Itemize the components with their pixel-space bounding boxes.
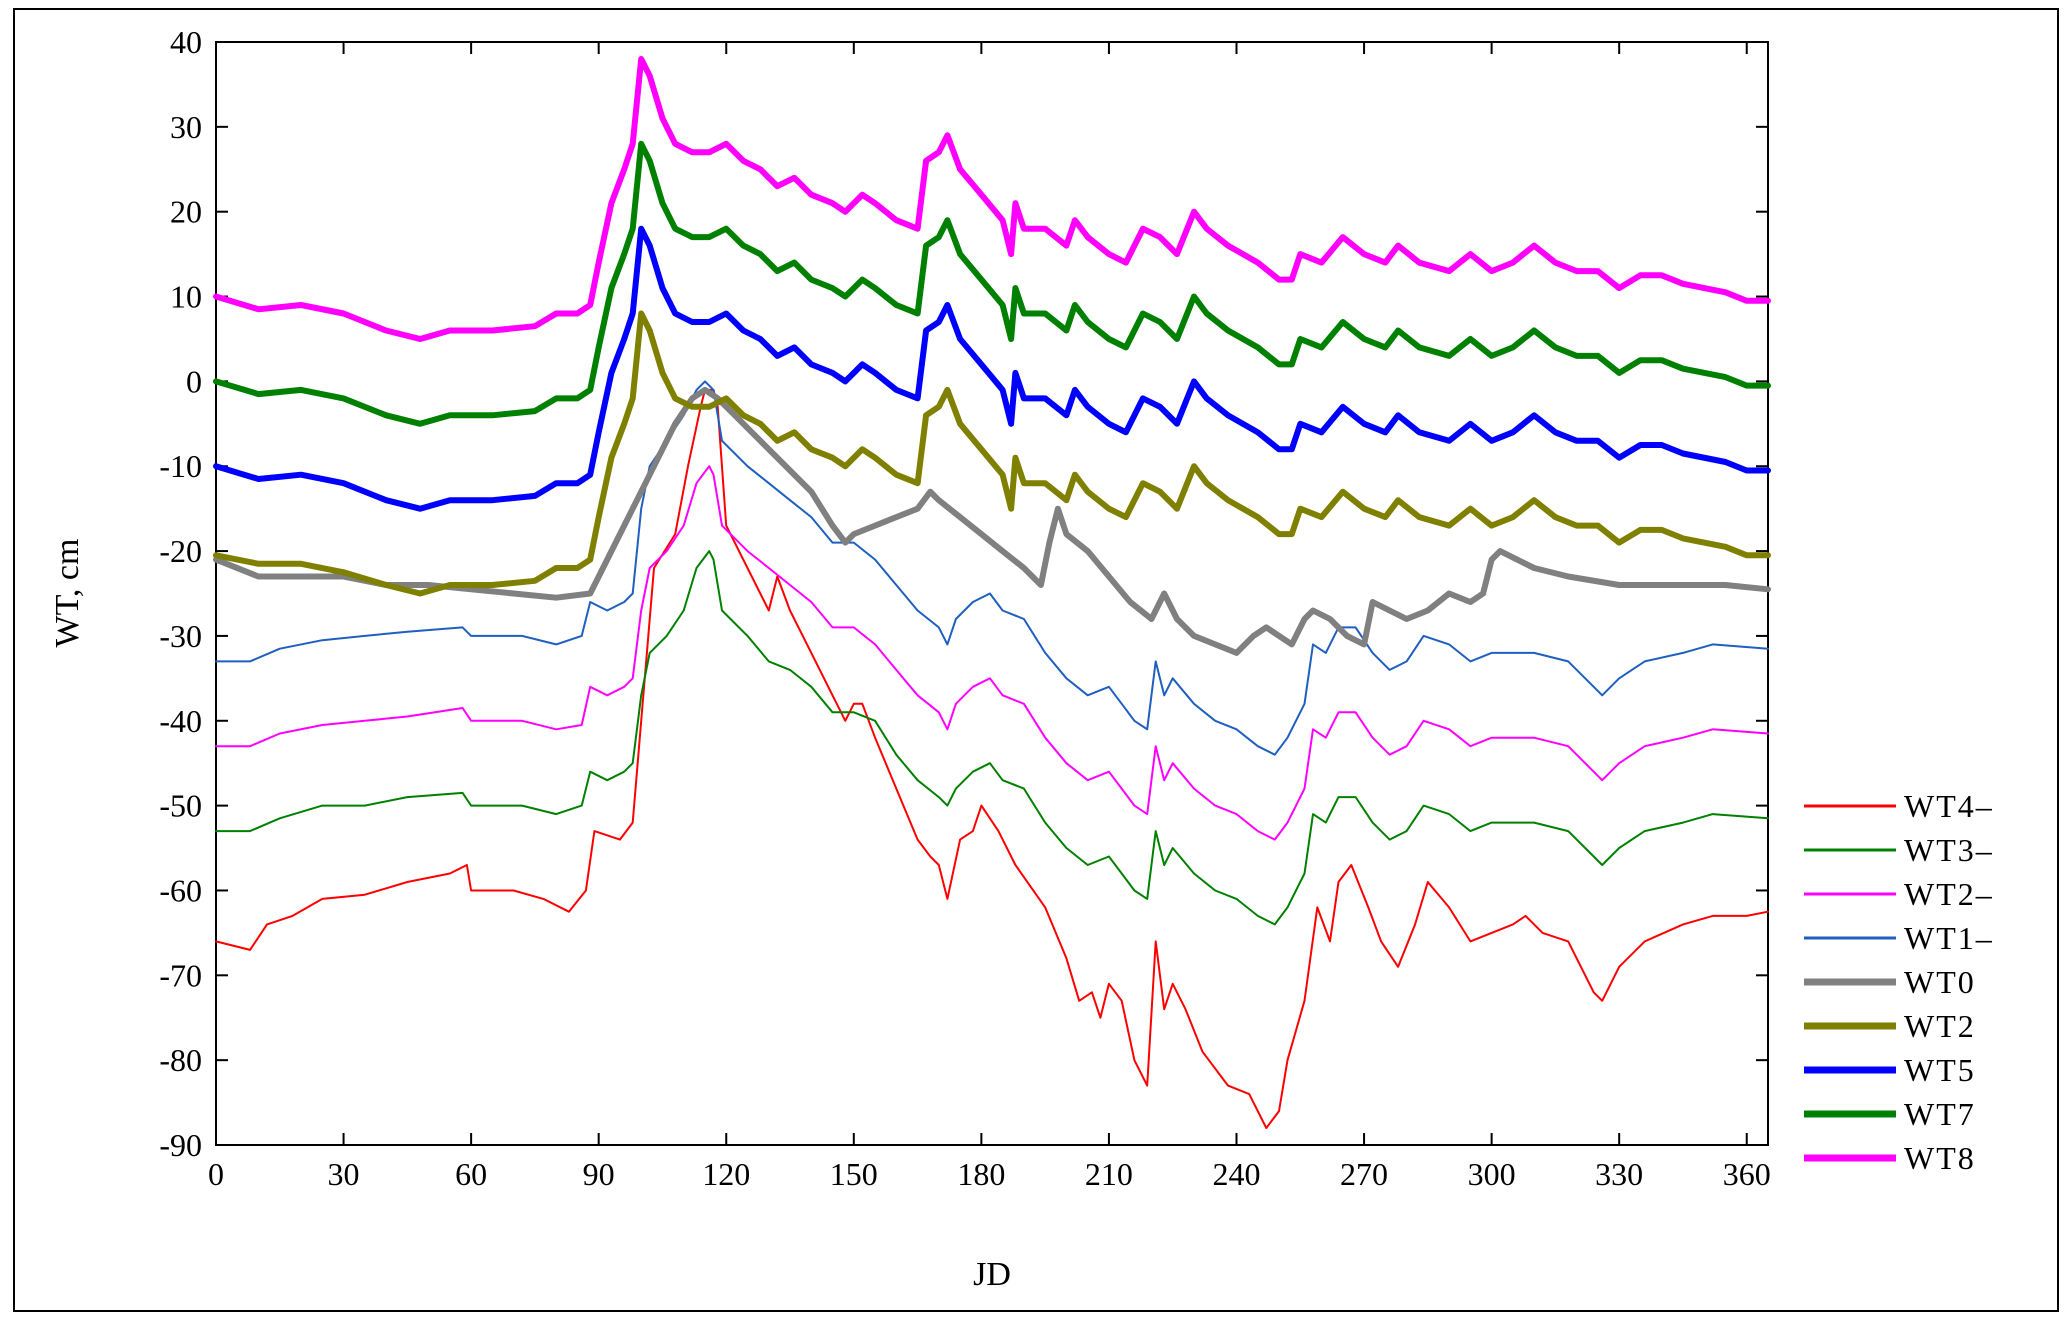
legend-label: WT1– <box>1904 920 1994 956</box>
series-line-4 <box>213 386 1771 656</box>
x-tick-label: 240 <box>1212 1156 1260 1192</box>
series-lines <box>213 56 1771 1129</box>
series-line-0 <box>215 388 1769 1129</box>
legend-label: WT2– <box>1904 876 1994 912</box>
x-tick-label: 120 <box>702 1156 750 1192</box>
y-tick-label: 40 <box>170 24 202 60</box>
legend-label: WT2 <box>1904 1008 1976 1044</box>
x-tick-label: 30 <box>328 1156 360 1192</box>
legend-label: WT3– <box>1904 832 1994 868</box>
legend: WT4– WT3– WT2– WT1– WT0 WT2 WT5 WT7 WT8 <box>1804 788 1994 1176</box>
x-tick-label: 300 <box>1468 1156 1516 1192</box>
y-axis-ticks: -90 -80 -70 -60 -50 -40 -30 -20 -10 0 10 20 30 40 <box>159 24 1768 1163</box>
legend-label: WT0 <box>1904 964 1976 1000</box>
y-tick-label: -80 <box>159 1042 202 1078</box>
legend-label: WT8 <box>1904 1140 1976 1176</box>
legend-label: WT5 <box>1904 1052 1976 1088</box>
x-axis-ticks: 0 30 60 90 120 150 180 210 240 270 300 330 360 <box>208 42 1771 1192</box>
x-tick-label: 180 <box>957 1156 1005 1192</box>
x-axis-label: JD <box>973 1256 1011 1293</box>
chart-frame <box>13 8 2059 1312</box>
y-tick-label: -40 <box>159 703 202 739</box>
x-tick-label: 60 <box>455 1156 487 1192</box>
x-tick-label: 360 <box>1723 1156 1771 1192</box>
y-axis-label: WT, cm <box>49 539 86 648</box>
plot-area-border <box>215 41 1769 1146</box>
y-tick-label: -10 <box>159 448 202 484</box>
series-line-6 <box>213 225 1771 512</box>
x-tick-label: 150 <box>830 1156 878 1192</box>
y-tick-label: 0 <box>186 363 202 399</box>
y-tick-label: -30 <box>159 618 202 654</box>
legend-label: WT4– <box>1904 788 1994 824</box>
x-tick-label: 210 <box>1085 1156 1133 1192</box>
series-line-2 <box>215 465 1769 841</box>
series-line-1 <box>215 550 1769 926</box>
x-tick-label: 90 <box>583 1156 615 1192</box>
y-tick-label: 30 <box>170 109 202 145</box>
y-tick-label: 20 <box>170 194 202 230</box>
y-tick-label: -70 <box>159 957 202 993</box>
y-tick-label: -20 <box>159 533 202 569</box>
series-line-7 <box>213 140 1771 427</box>
x-tick-label: 270 <box>1340 1156 1388 1192</box>
legend-label: WT7 <box>1904 1096 1976 1132</box>
series-line-3 <box>215 380 1769 756</box>
x-tick-label: 0 <box>208 1156 224 1192</box>
x-tick-label: 330 <box>1595 1156 1643 1192</box>
series-line-5 <box>213 310 1771 597</box>
y-tick-label: 10 <box>170 279 202 315</box>
y-tick-label: -90 <box>159 1127 202 1163</box>
y-tick-label: -50 <box>159 788 202 824</box>
y-tick-label: -60 <box>159 872 202 908</box>
series-line-8 <box>213 56 1771 342</box>
